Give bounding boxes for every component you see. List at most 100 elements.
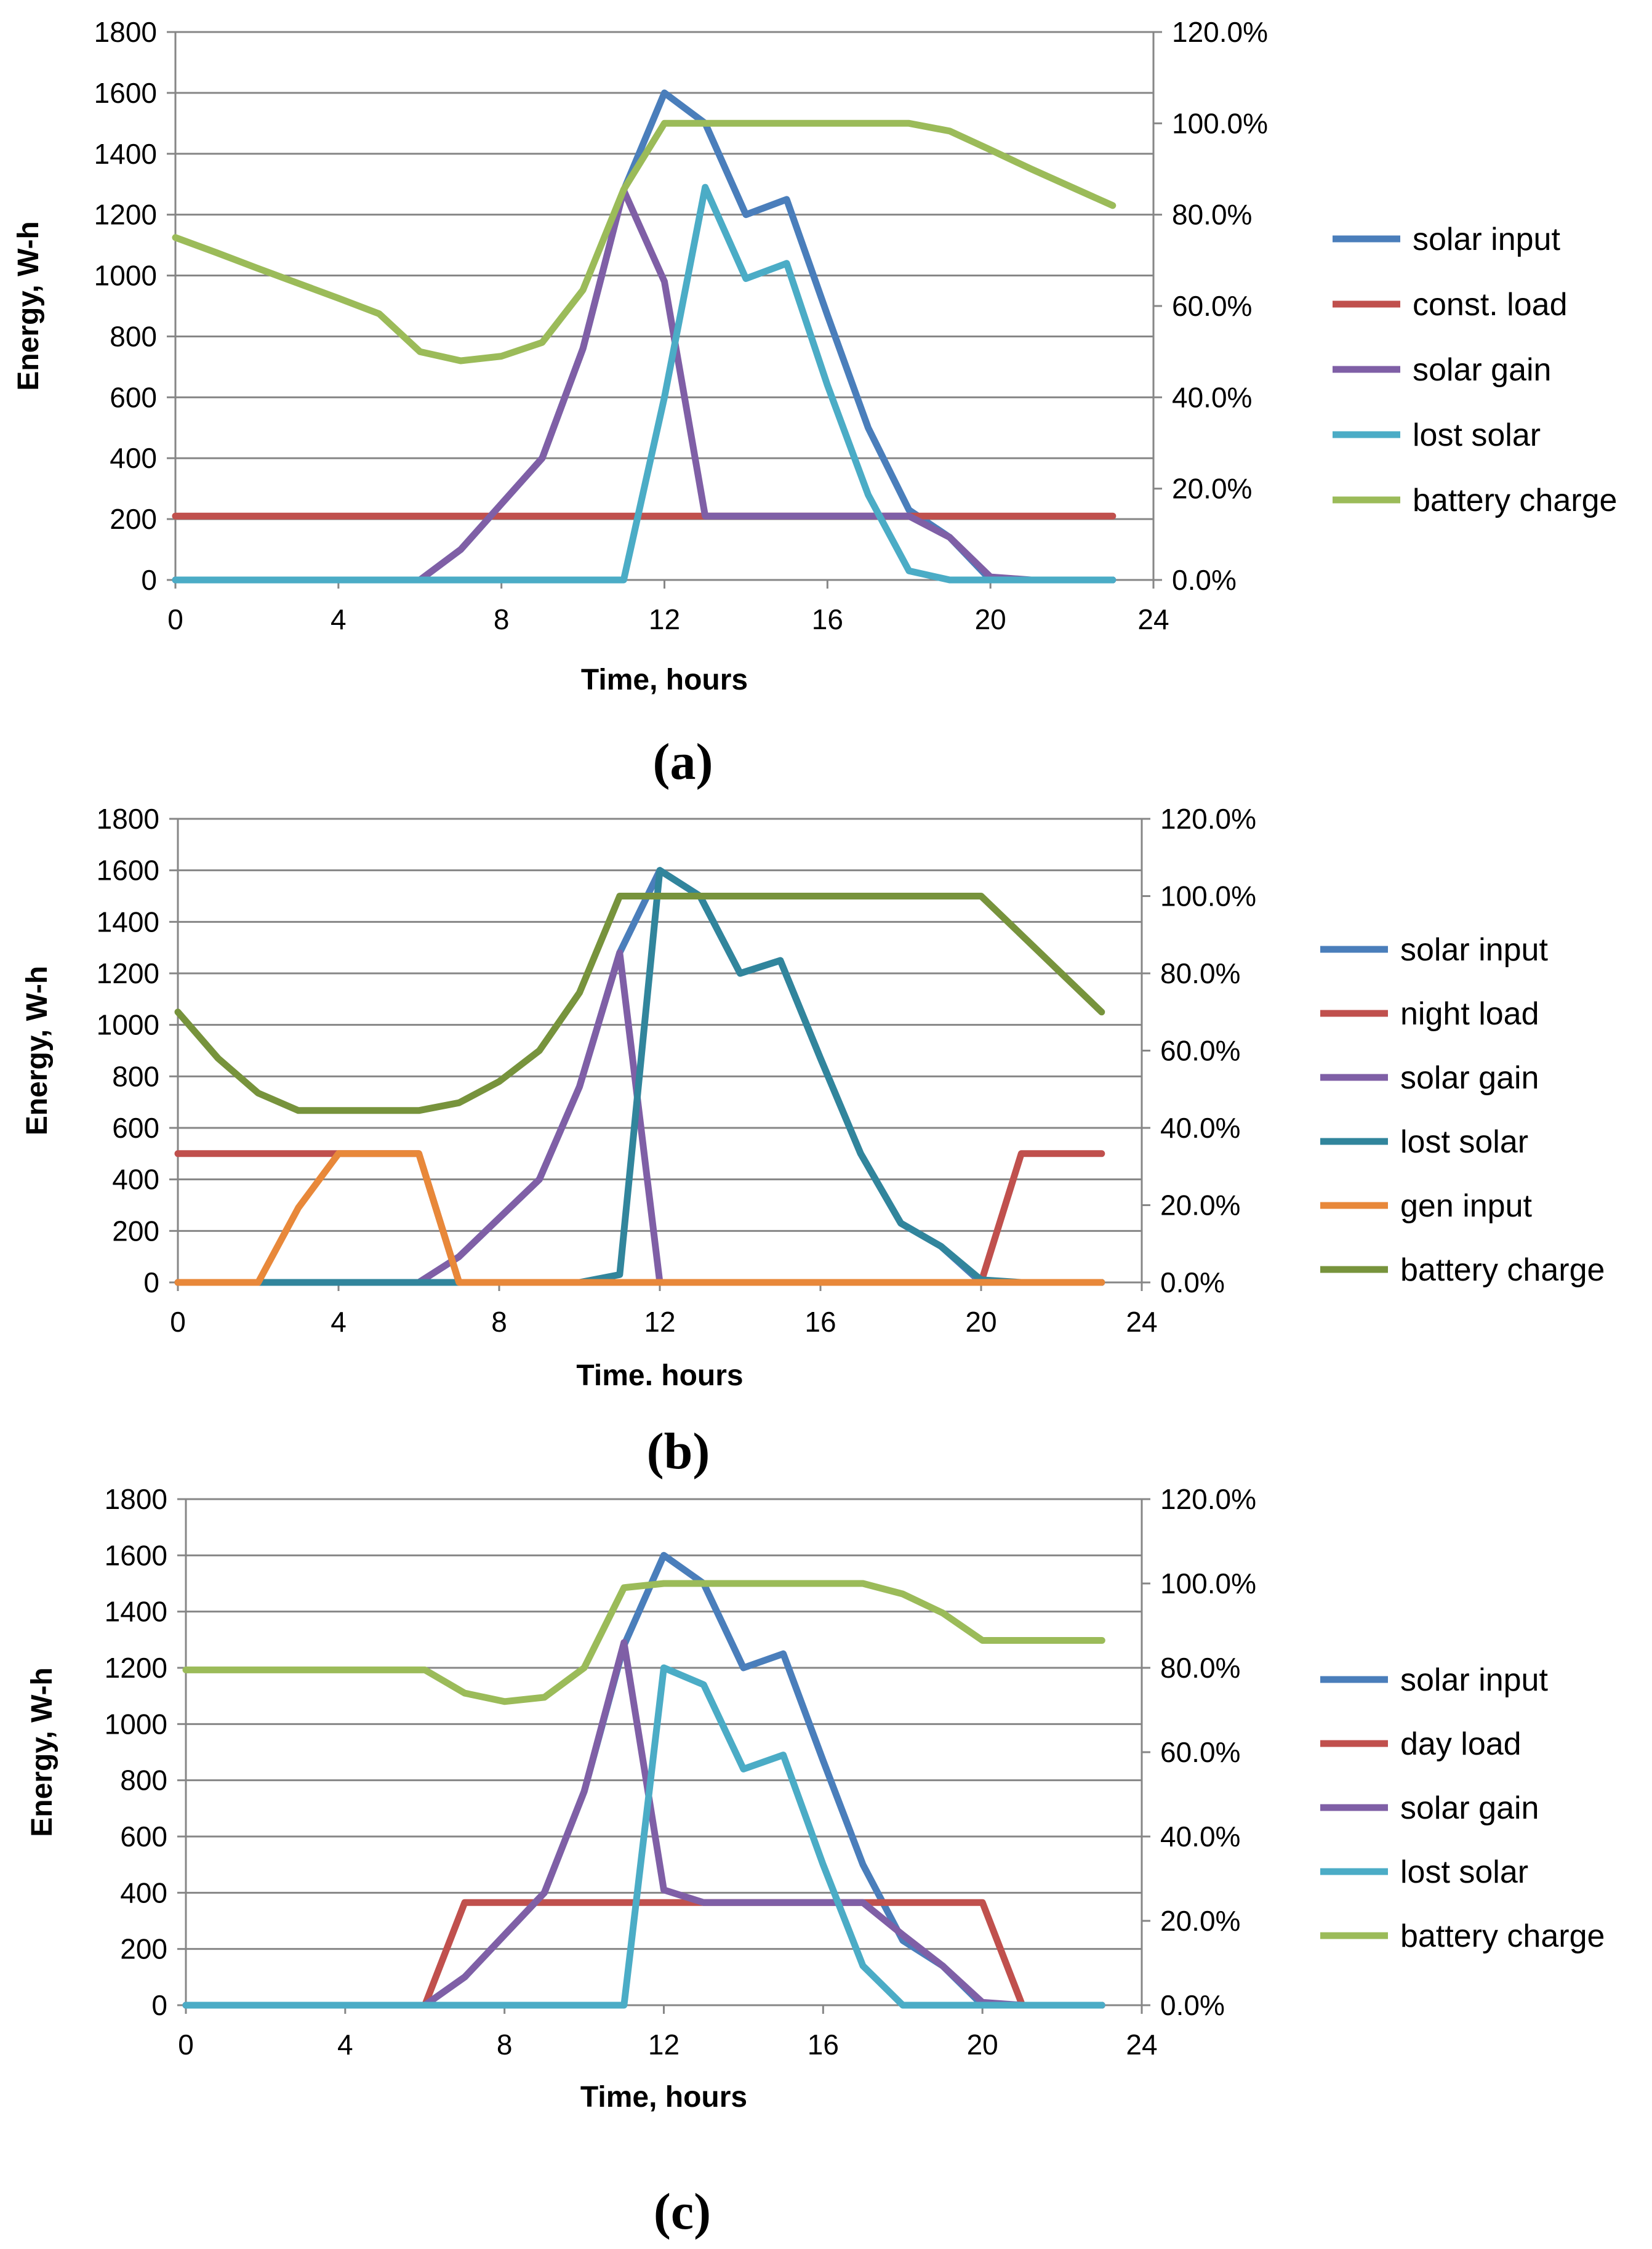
x-tick-label: 20 bbox=[975, 603, 1006, 635]
panel-label: (c) bbox=[654, 2183, 711, 2240]
y2-tick-label: 100.0% bbox=[1172, 107, 1268, 139]
y-tick-label: 1600 bbox=[94, 77, 157, 109]
y2-tick-label: 40.0% bbox=[1160, 1112, 1240, 1144]
y-tick-label: 800 bbox=[110, 320, 157, 352]
x-tick-label: 16 bbox=[812, 603, 843, 635]
chart-panel-1: 0200400600800100012001400160018000.0%20.… bbox=[12, 16, 1617, 791]
x-tick-label: 12 bbox=[644, 1306, 675, 1338]
y2-tick-label: 120.0% bbox=[1160, 803, 1256, 835]
x-tick-label: 4 bbox=[331, 603, 347, 635]
y-tick-label: 1200 bbox=[94, 199, 157, 231]
y2-tick-label: 40.0% bbox=[1172, 381, 1252, 413]
y2-tick-label: 20.0% bbox=[1160, 1189, 1240, 1221]
y-axis-title: Energy, W-h bbox=[21, 966, 54, 1135]
y-tick-label: 0 bbox=[151, 1989, 167, 2021]
y-tick-label: 1000 bbox=[94, 260, 157, 292]
y2-tick-label: 20.0% bbox=[1172, 473, 1252, 505]
y2-tick-label: 40.0% bbox=[1160, 1821, 1240, 1853]
x-axis-title: Time, hours bbox=[581, 664, 748, 696]
x-tick-label: 12 bbox=[648, 2029, 680, 2061]
x-tick-label: 0 bbox=[170, 1306, 186, 1338]
legend-label: const. load bbox=[1413, 287, 1568, 323]
legend-label: solar input bbox=[1400, 1662, 1548, 1698]
y-tick-label: 1200 bbox=[105, 1652, 167, 1684]
y-tick-label: 1000 bbox=[105, 1708, 167, 1740]
y-tick-label: 1800 bbox=[105, 1483, 167, 1515]
series-line-solar-gain bbox=[172, 187, 1117, 584]
legend-label: lost solar bbox=[1413, 417, 1541, 453]
panel-label: (b) bbox=[647, 1423, 710, 1480]
y-tick-label: 1400 bbox=[97, 906, 159, 938]
legend: solar input day load solar gain lost solar b… bbox=[1320, 1662, 1605, 1954]
series-line-gen-input bbox=[174, 1150, 1105, 1286]
y-tick-label: 800 bbox=[120, 1764, 167, 1796]
x-tick-label: 4 bbox=[337, 2029, 353, 2061]
y-tick-label: 1600 bbox=[105, 1539, 167, 1571]
x-tick-label: 20 bbox=[967, 2029, 998, 2061]
panel-label: (a) bbox=[653, 733, 713, 791]
y2-tick-label: 80.0% bbox=[1172, 199, 1252, 231]
y-tick-label: 400 bbox=[112, 1164, 159, 1196]
y-tick-label: 600 bbox=[110, 381, 157, 413]
x-tick-label: 0 bbox=[167, 603, 183, 635]
x-tick-label: 8 bbox=[497, 2029, 513, 2061]
y2-tick-label: 120.0% bbox=[1160, 1483, 1256, 1515]
y2-tick-label: 20.0% bbox=[1160, 1905, 1240, 1937]
y2-tick-label: 60.0% bbox=[1160, 1736, 1240, 1768]
x-tick-label: 16 bbox=[804, 1306, 836, 1338]
legend-label: lost solar bbox=[1400, 1854, 1528, 1890]
series-line-solar-gain bbox=[174, 949, 1105, 1286]
y2-tick-label: 100.0% bbox=[1160, 1567, 1256, 1599]
y2-tick-label: 120.0% bbox=[1172, 16, 1268, 48]
y-tick-label: 1400 bbox=[105, 1596, 167, 1628]
legend-label: lost solar bbox=[1400, 1124, 1528, 1160]
y-tick-label: 600 bbox=[112, 1112, 159, 1144]
legend-label: battery charge bbox=[1400, 1918, 1605, 1954]
y2-tick-label: 60.0% bbox=[1172, 290, 1252, 322]
legend-label: battery charge bbox=[1413, 483, 1617, 518]
x-tick-label: 12 bbox=[649, 603, 680, 635]
y-tick-label: 200 bbox=[110, 503, 157, 535]
y-tick-label: 0 bbox=[143, 1266, 159, 1298]
legend: solar input night load solar gain lost sola… bbox=[1320, 932, 1605, 1288]
y2-tick-label: 0.0% bbox=[1172, 564, 1237, 596]
legend-label: solar gain bbox=[1400, 1790, 1539, 1826]
y2-tick-label: 0.0% bbox=[1160, 1266, 1225, 1298]
y-tick-label: 1800 bbox=[97, 803, 159, 835]
y-tick-label: 1400 bbox=[94, 138, 157, 170]
y2-tick-label: 0.0% bbox=[1160, 1989, 1225, 2021]
series-line-battery-charge bbox=[182, 1580, 1105, 1705]
x-axis-title: Time, hours bbox=[580, 2081, 747, 2114]
series-line-lost-solar bbox=[172, 183, 1117, 584]
y2-tick-label: 80.0% bbox=[1160, 957, 1240, 989]
x-tick-label: 24 bbox=[1137, 603, 1169, 635]
x-tick-label: 8 bbox=[491, 1306, 507, 1338]
x-tick-label: 4 bbox=[331, 1306, 347, 1338]
y-tick-label: 0 bbox=[141, 564, 157, 596]
x-tick-label: 24 bbox=[1126, 2029, 1157, 2061]
series-line-battery-charge bbox=[172, 119, 1117, 364]
y-axis-title: Energy, W-h bbox=[26, 1667, 58, 1837]
y2-tick-label: 100.0% bbox=[1160, 880, 1256, 912]
legend-label: solar input bbox=[1400, 932, 1548, 968]
legend-label: solar gain bbox=[1413, 352, 1551, 388]
chart-panel-3: 0200400600800100012001400160018000.0%20.… bbox=[26, 1483, 1605, 2240]
legend-label: night load bbox=[1400, 996, 1539, 1032]
y-tick-label: 1800 bbox=[94, 16, 157, 48]
y-tick-label: 200 bbox=[120, 1933, 167, 1965]
y-tick-label: 400 bbox=[110, 442, 157, 474]
x-tick-label: 24 bbox=[1126, 1306, 1157, 1338]
x-axis-title: Time. hours bbox=[576, 1359, 743, 1392]
y2-tick-label: 80.0% bbox=[1160, 1652, 1240, 1684]
series-line-battery-charge bbox=[174, 893, 1105, 1114]
y-tick-label: 1000 bbox=[97, 1009, 159, 1041]
x-tick-label: 16 bbox=[808, 2029, 839, 2061]
series-line-lost-solar bbox=[174, 867, 1105, 1286]
x-tick-label: 8 bbox=[494, 603, 510, 635]
legend-label: gen input bbox=[1400, 1188, 1533, 1224]
x-tick-label: 20 bbox=[965, 1306, 996, 1338]
y-tick-label: 800 bbox=[112, 1060, 159, 1092]
legend-label: solar gain bbox=[1400, 1060, 1539, 1096]
series-line-lost-solar bbox=[182, 1664, 1105, 2009]
